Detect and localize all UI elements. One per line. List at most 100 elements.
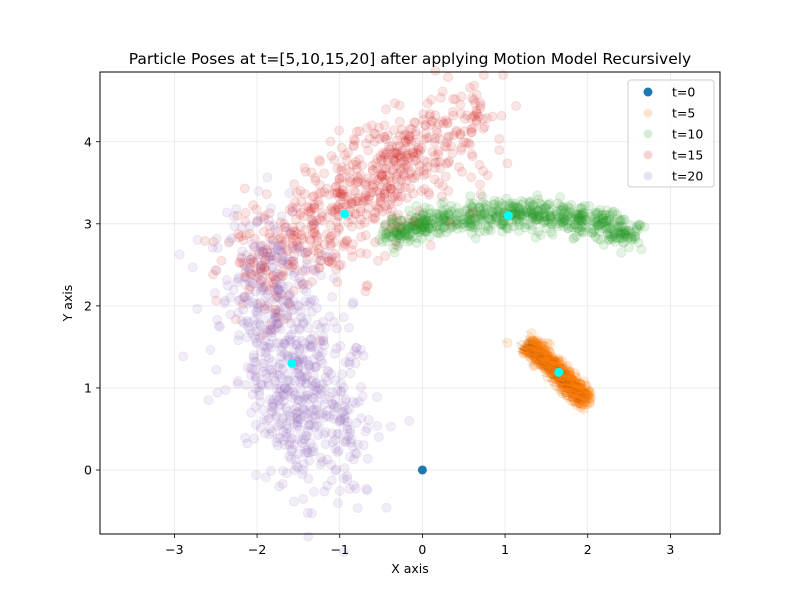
particle-point: [555, 191, 566, 202]
particle-point: [468, 198, 479, 209]
particle-point: [418, 216, 429, 227]
particle-trail: [536, 344, 543, 348]
particle-point: [568, 381, 579, 392]
particle-point: [411, 224, 422, 235]
particle-point: [265, 394, 276, 405]
particle-point: [391, 226, 402, 237]
particle-point: [397, 215, 408, 226]
particle-point: [579, 399, 590, 410]
particle-point: [224, 236, 235, 247]
particle-point: [443, 157, 454, 168]
particle-point: [592, 216, 603, 227]
particle-point: [598, 213, 609, 224]
particle-point: [482, 209, 493, 220]
particle-point: [493, 207, 504, 218]
particle-point: [420, 222, 431, 233]
particle-point: [192, 234, 203, 245]
particle-point: [401, 220, 412, 231]
particle-point: [417, 224, 428, 235]
particle-point: [468, 206, 479, 217]
particle-trail: [560, 378, 567, 382]
particle-point: [517, 211, 528, 222]
particle-point: [535, 210, 546, 221]
particle-point: [569, 232, 580, 243]
particle-point: [631, 223, 642, 234]
particle-point: [424, 231, 435, 242]
particle-point: [535, 349, 546, 360]
particle-point: [560, 385, 571, 396]
particle-point: [306, 508, 317, 519]
particle-point: [427, 207, 438, 218]
particle-point: [514, 216, 525, 227]
particle-point: [631, 221, 642, 232]
particle-point: [604, 220, 615, 231]
particle-point: [212, 242, 223, 253]
particle-point: [514, 213, 525, 224]
particle-point: [579, 394, 590, 405]
particle-point: [597, 214, 608, 225]
particle-point: [385, 421, 396, 432]
particle-trail: [556, 382, 563, 386]
particle-point: [597, 217, 608, 228]
particle-point: [560, 206, 571, 217]
particle-point: [487, 111, 498, 122]
particle-point: [568, 219, 579, 230]
particle-point: [539, 215, 550, 226]
particle-point: [477, 191, 488, 202]
particle-trail: [541, 356, 548, 360]
particle-trail: [522, 347, 529, 351]
particle-trail: [565, 385, 572, 389]
particle-point: [581, 387, 592, 398]
particle-trail: [529, 339, 536, 343]
particle-point: [376, 236, 387, 247]
y-tick-label: 2: [84, 298, 92, 313]
particle-point: [577, 216, 588, 227]
particle-point: [388, 227, 399, 238]
particle-point: [419, 214, 430, 225]
particle-point: [222, 280, 233, 291]
particle-point: [486, 207, 497, 218]
particle-point: [527, 209, 538, 220]
particle-point: [581, 388, 592, 399]
particle-point: [563, 370, 574, 381]
particle-point: [385, 181, 396, 192]
particle-point: [334, 224, 345, 235]
particle-point: [451, 202, 462, 213]
particle-trail: [554, 385, 562, 389]
particle-point: [619, 232, 630, 243]
particle-point: [340, 396, 351, 407]
particle-point: [294, 273, 305, 284]
particle-point: [567, 381, 578, 392]
particle-point: [552, 212, 563, 223]
particle-point: [463, 215, 474, 226]
particle-point: [535, 349, 546, 360]
particle-point: [447, 222, 458, 233]
particle-point: [410, 224, 421, 235]
particle-point: [555, 218, 566, 229]
particle-point: [393, 228, 404, 239]
particle-point: [554, 356, 565, 367]
particle-trail: [545, 365, 552, 369]
particle-point: [418, 220, 429, 231]
particle-point: [597, 223, 608, 234]
particle-point: [613, 225, 624, 236]
particle-point: [333, 445, 344, 456]
particle-point: [239, 292, 250, 303]
y-tick-label: 4: [84, 134, 92, 149]
particle-point: [303, 202, 314, 213]
legend-marker-t-10: [643, 129, 653, 139]
particle-point: [456, 218, 467, 229]
particle-point: [602, 228, 613, 239]
particle-point: [559, 215, 570, 226]
particle-point: [576, 388, 587, 399]
particle-trail: [567, 394, 574, 398]
particle-point: [352, 503, 363, 514]
particle-point: [568, 391, 579, 402]
particle-point: [423, 212, 434, 223]
particle-point: [351, 159, 362, 170]
particle-point: [530, 337, 541, 348]
particle-point: [383, 227, 394, 238]
particle-point: [414, 219, 425, 230]
particle-point: [387, 213, 398, 224]
particle-point: [540, 364, 551, 375]
